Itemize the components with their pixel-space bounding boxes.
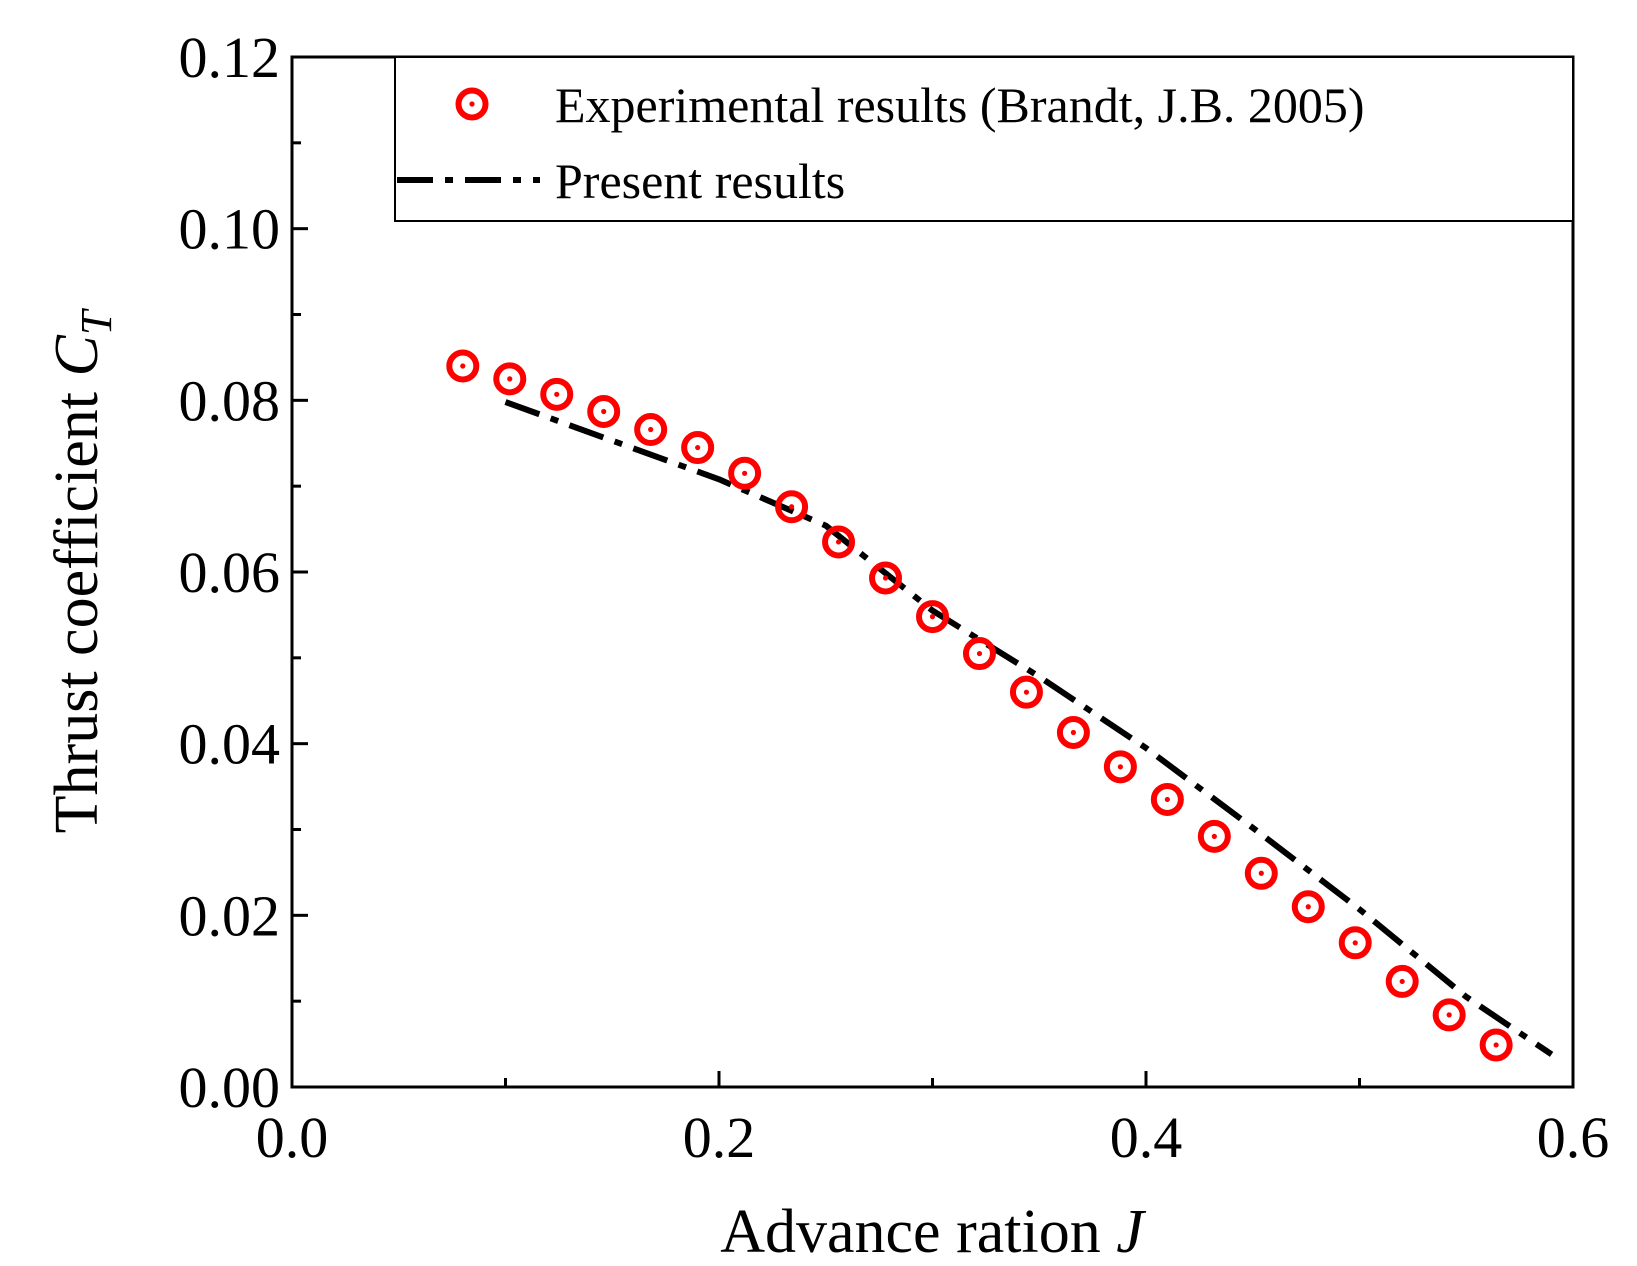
x-tick-label: 0.6 — [1537, 1105, 1610, 1170]
y-tick-label: 0.12 — [179, 25, 281, 90]
marker-center — [507, 376, 513, 382]
marker-center — [1446, 1012, 1452, 1018]
experimental-data-point — [1103, 750, 1137, 784]
y-tick-label: 0.04 — [179, 712, 281, 777]
legend: Experimental results (Brandt, J.B. 2005)… — [394, 56, 1574, 222]
experimental-data-point — [1197, 819, 1231, 853]
marker-center — [695, 444, 701, 451]
marker-ring — [1150, 782, 1184, 816]
x-tick-label: 0.4 — [1110, 1105, 1183, 1170]
marker-ring — [1432, 998, 1466, 1032]
marker-ring — [493, 362, 527, 396]
y-axis-label-text: Thrust coefficient — [43, 392, 111, 833]
experimental-data-point — [962, 637, 996, 671]
marker-ring — [587, 394, 621, 428]
present-results-series — [504, 399, 1554, 1057]
legend-label-experimental: Experimental results (Brandt, J.B. 2005) — [555, 77, 1365, 133]
marker-center — [1352, 940, 1358, 946]
y-axis-label-var: C — [43, 335, 111, 377]
experimental-data-point — [540, 377, 574, 411]
marker-center — [1305, 904, 1311, 910]
experimental-data-point — [1150, 782, 1184, 816]
marker-ring — [446, 349, 480, 383]
experimental-data-point — [916, 600, 949, 634]
marker-ring — [1009, 675, 1043, 709]
legend-marker-icon — [455, 87, 489, 121]
marker-ring — [1103, 750, 1137, 784]
legend-label-present: Present results — [555, 153, 845, 209]
y-tick-label: 0.06 — [179, 540, 281, 605]
marker-center — [742, 470, 748, 476]
y-tick-label: 0.08 — [179, 368, 281, 433]
y-axis-label-sub: T — [72, 307, 121, 335]
experimental-data-point — [1291, 890, 1325, 924]
marker-center — [1493, 1042, 1499, 1048]
x-tick-label: 0.0 — [256, 1105, 329, 1170]
x-tick-labels: 0.0 0.2 0.4 0.6 — [256, 1105, 1610, 1170]
marker-ring — [1244, 856, 1278, 890]
marker-center — [1164, 796, 1170, 803]
experimental-data-point — [587, 394, 621, 428]
marker-center — [788, 504, 795, 510]
experimental-data-point — [1338, 926, 1372, 960]
marker-center — [1117, 764, 1123, 770]
marker-ring — [1291, 890, 1325, 924]
marker-ring — [1479, 1028, 1513, 1062]
marker-ring — [1056, 716, 1090, 750]
marker-center — [1070, 729, 1077, 736]
y-tick-label: 0.02 — [179, 883, 281, 948]
y-tick-label: 0.10 — [179, 197, 281, 262]
experimental-data-point — [446, 349, 480, 383]
marker-ring — [681, 431, 715, 465]
marker-center — [601, 408, 607, 415]
x-axis-label-var: J — [1116, 1198, 1146, 1266]
experimental-data-point — [1056, 716, 1090, 750]
marker-center — [648, 426, 654, 433]
experimental-data-point — [1385, 964, 1419, 998]
marker-center — [882, 575, 889, 581]
legend-box — [394, 56, 1574, 222]
marker-center — [976, 650, 983, 657]
marker-ring — [916, 600, 949, 634]
experimental-data-point — [1244, 856, 1278, 890]
marker-center — [460, 363, 466, 369]
x-axis-label: Advance ration J — [720, 1198, 1146, 1266]
marker-ring — [822, 525, 856, 559]
marker-center — [1211, 833, 1217, 839]
experimental-data-point — [493, 362, 527, 396]
marker-center — [554, 391, 560, 397]
marker-center — [1399, 978, 1405, 985]
x-axis-label-text: Advance ration — [720, 1198, 1100, 1266]
y-tick-label: 0.00 — [179, 1055, 281, 1120]
marker-ring — [1197, 819, 1231, 853]
marker-ring — [775, 490, 809, 524]
marker-ring — [1385, 964, 1419, 998]
experimental-data-point — [634, 413, 668, 447]
y-tick-labels: 0.00 0.02 0.04 0.06 0.08 0.10 0.12 — [179, 25, 281, 1120]
marker-center — [1023, 689, 1030, 695]
x-tick-label: 0.2 — [683, 1105, 756, 1170]
marker-ring — [634, 413, 668, 447]
marker-ring — [728, 456, 762, 490]
marker-center — [1258, 870, 1264, 876]
experimental-data-point — [1479, 1028, 1513, 1062]
marker-ring — [962, 637, 996, 671]
marker-ring — [540, 377, 574, 411]
experimental-results-series — [446, 349, 1513, 1062]
y-axis-label: Thrust coefficient CT — [43, 307, 121, 833]
present-results-line — [504, 399, 1554, 1057]
marker-center — [835, 539, 842, 545]
marker-ring — [869, 561, 903, 595]
experimental-data-point — [1009, 675, 1043, 709]
experimental-data-point — [681, 431, 715, 465]
marker-ring — [1338, 926, 1372, 960]
experimental-data-point — [822, 525, 856, 559]
experimental-data-point — [1432, 998, 1466, 1032]
experimental-data-point — [775, 490, 809, 524]
experimental-data-point — [728, 456, 762, 490]
marker-center — [929, 614, 936, 620]
experimental-data-point — [869, 561, 903, 595]
